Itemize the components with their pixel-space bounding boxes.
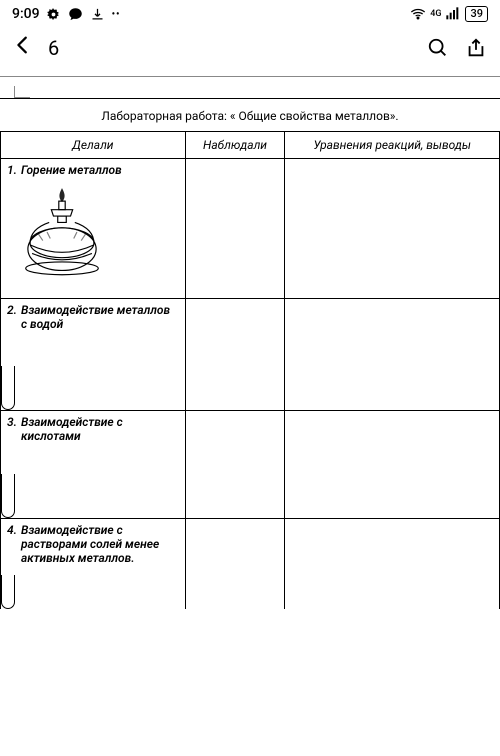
- back-button[interactable]: [12, 34, 34, 62]
- cell-did-2: 2. Взаимодействие металлов с водой: [1, 299, 186, 411]
- network-label: 4G: [430, 10, 441, 19]
- table-row: 3. Взаимодействие с кислотами: [1, 411, 500, 519]
- search-button[interactable]: [426, 36, 450, 60]
- download-icon: [90, 6, 106, 22]
- test-tube-icon: [1, 366, 15, 410]
- test-tube-icon: [1, 575, 15, 609]
- table-row: 1. Горение металлов: [1, 159, 500, 299]
- page-number: 6: [48, 36, 59, 60]
- app-bar: 6: [0, 24, 500, 76]
- table-row: 4. Взаимодействие с растворами солей мен…: [1, 519, 500, 609]
- task-text: Взаимодействие с кислотами: [21, 415, 179, 443]
- task-text: Взаимодействие металлов с водой: [21, 303, 179, 331]
- status-time: 9:09: [12, 6, 40, 22]
- cell-observed-2: [185, 299, 285, 411]
- test-tube-icon: [1, 474, 15, 518]
- document-margin: [0, 77, 500, 99]
- battery-indicator: 39: [465, 6, 488, 22]
- table-header-row: Делали Наблюдали Уравнения реакций, выво…: [1, 132, 500, 159]
- cell-eq-2: [285, 299, 500, 411]
- wifi-icon: [410, 6, 426, 22]
- cell-did-1: 1. Горение металлов: [1, 159, 186, 299]
- cell-observed-3: [185, 411, 285, 519]
- task-text: Горение металлов: [21, 163, 179, 177]
- cell-did-3: 3. Взаимодействие с кислотами: [1, 411, 186, 519]
- signal-bars-icon: [445, 6, 461, 22]
- share-button[interactable]: [464, 36, 488, 60]
- task-num: 2.: [7, 303, 17, 331]
- task-num: 4.: [7, 523, 17, 565]
- status-dots: ••: [112, 9, 121, 20]
- chat-bubble-icon: [68, 6, 84, 22]
- task-text: Взаимодействие с растворами солей менее …: [21, 523, 179, 565]
- settings-gear-icon: [46, 6, 62, 22]
- status-bar: 9:09 •• 4G 39: [0, 0, 500, 24]
- status-left: 9:09 ••: [12, 6, 121, 22]
- cell-eq-4: [285, 519, 500, 609]
- task-num: 1.: [7, 163, 17, 177]
- status-right: 4G 39: [410, 6, 488, 22]
- document-viewport[interactable]: Лабораторная работа: « Общие свойства ме…: [0, 76, 500, 609]
- document-title: Лабораторная работа: « Общие свойства ме…: [0, 99, 500, 131]
- cell-eq-1: [285, 159, 500, 299]
- col-header-did: Делали: [1, 132, 186, 159]
- col-header-equations: Уравнения реакций, выводы: [285, 132, 500, 159]
- lab-table: Делали Наблюдали Уравнения реакций, выво…: [0, 131, 500, 609]
- spirit-lamp-illustration: [7, 183, 179, 282]
- cell-eq-3: [285, 411, 500, 519]
- cell-observed-1: [185, 159, 285, 299]
- cell-did-4: 4. Взаимодействие с растворами солей мен…: [1, 519, 186, 609]
- cell-observed-4: [185, 519, 285, 609]
- col-header-observed: Наблюдали: [185, 132, 285, 159]
- task-num: 3.: [7, 415, 17, 443]
- table-row: 2. Взаимодействие металлов с водой: [1, 299, 500, 411]
